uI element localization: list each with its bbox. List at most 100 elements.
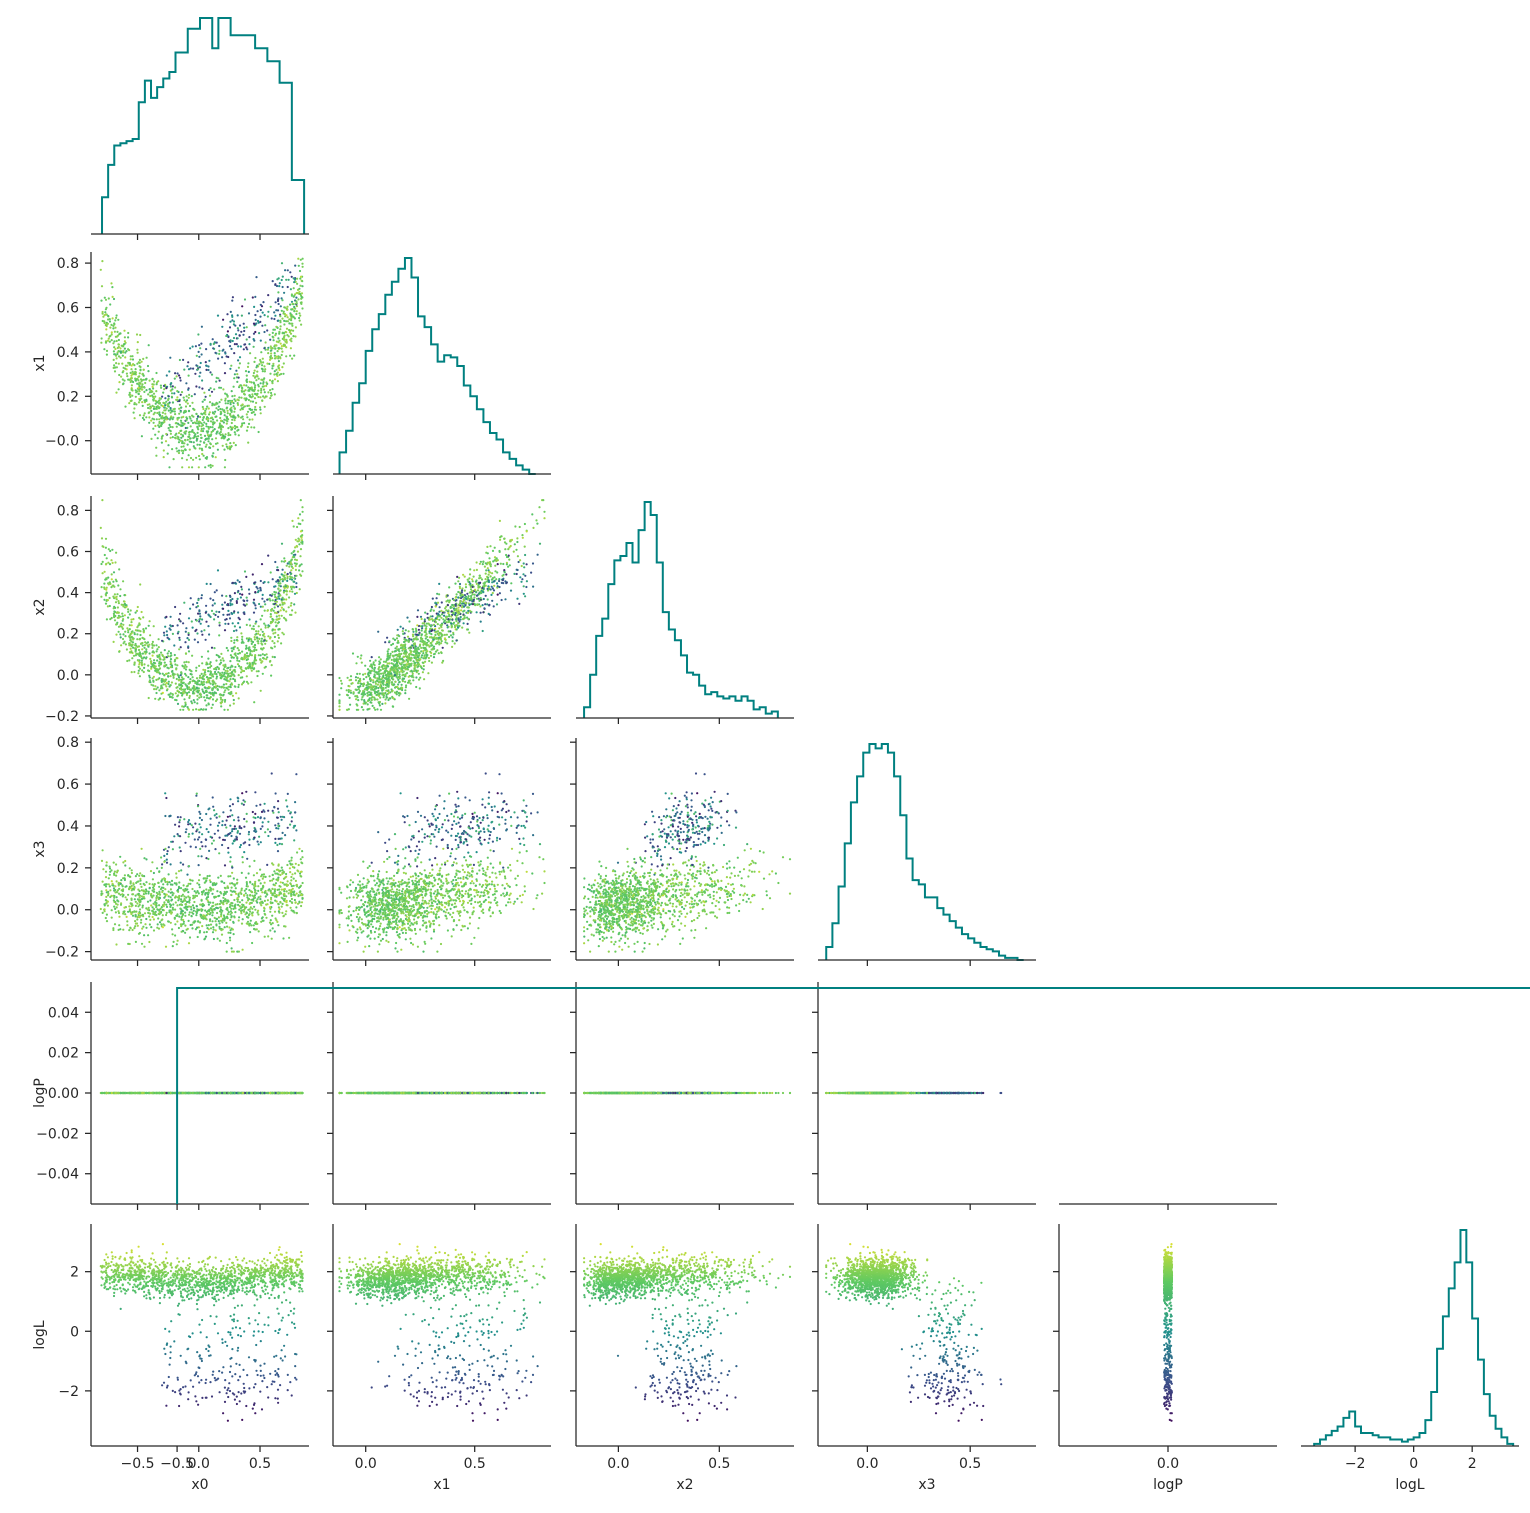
scatter-point [480, 597, 482, 599]
scatter-point [155, 455, 157, 457]
scatter-point [510, 582, 512, 584]
scatter-point [114, 327, 116, 329]
scatter-point [298, 543, 300, 545]
scatter-point [229, 448, 231, 450]
scatter-point [465, 583, 467, 585]
scatter-point [209, 395, 211, 397]
scatter-point [260, 309, 262, 311]
scatter-point [252, 411, 254, 413]
scatter-point [105, 299, 107, 301]
scatter-point [183, 442, 185, 444]
scatter-point [156, 418, 158, 420]
scatter-point [377, 673, 379, 675]
scatter-point [163, 674, 165, 676]
scatter-point [130, 637, 132, 639]
scatter-point [142, 358, 144, 360]
scatter-point [354, 695, 356, 697]
scatter-point [293, 603, 295, 605]
scatter-point [248, 618, 250, 620]
scatter-point [290, 559, 292, 561]
scatter-point [188, 368, 190, 370]
scatter-point [266, 329, 268, 331]
scatter-point [369, 683, 371, 685]
scatter-point [254, 331, 256, 333]
scatter-point [185, 405, 187, 407]
scatter-point [347, 694, 349, 696]
scatter-point [237, 337, 239, 339]
scatter-point [113, 367, 115, 369]
scatter-point [120, 644, 122, 646]
scatter-point [287, 286, 289, 288]
scatter-point [281, 354, 283, 356]
scatter-point [291, 276, 293, 278]
scatter-point [349, 697, 351, 699]
scatter-point [128, 659, 130, 661]
scatter-point [166, 407, 168, 409]
scatter-point [251, 409, 253, 411]
scatter-point [177, 631, 179, 633]
scatter-point [219, 624, 221, 626]
scatter-point [247, 442, 249, 444]
scatter-point [113, 616, 115, 618]
scatter-point [177, 690, 179, 692]
scatter-point [439, 624, 441, 626]
panel-x0-x0 [91, 18, 309, 240]
scatter-point [216, 419, 218, 421]
scatter-point [271, 938, 273, 940]
scatter-point [116, 366, 118, 368]
scatter-point [189, 695, 191, 697]
scatter-point [281, 543, 283, 545]
scatter-point [445, 609, 447, 611]
scatter-point [395, 667, 397, 669]
scatter-point [111, 578, 113, 580]
scatter-point [295, 297, 297, 299]
scatter-point [367, 694, 369, 696]
scatter-point [112, 342, 114, 344]
scatter-point [295, 326, 297, 328]
scatter-point [205, 605, 207, 607]
scatter-point [101, 260, 103, 262]
scatter-point [241, 640, 243, 642]
scatter-point [387, 653, 389, 655]
scatter-point [141, 611, 143, 613]
scatter-point [165, 387, 167, 389]
scatter-point [243, 681, 245, 683]
scatter-point [224, 623, 226, 625]
scatter-point [364, 673, 366, 675]
scatter-point [260, 391, 262, 393]
scatter-point [114, 619, 116, 621]
scatter-point [257, 642, 259, 644]
scatter-point [284, 315, 286, 317]
scatter-point [137, 376, 139, 378]
scatter-point [252, 296, 254, 298]
scatter-point [348, 691, 350, 693]
scatter-point [275, 604, 277, 606]
scatter-point [206, 694, 208, 696]
scatter-point [239, 356, 241, 358]
scatter-point [384, 641, 386, 643]
scatter-point [181, 676, 183, 678]
scatter-point [237, 590, 239, 592]
scatter-point [226, 407, 228, 409]
scatter-point [398, 681, 400, 683]
scatter-point [365, 676, 367, 678]
scatter-point [136, 349, 138, 351]
scatter-point [222, 608, 224, 610]
scatter-point [522, 537, 524, 539]
scatter-point [136, 333, 138, 335]
scatter-point [259, 634, 261, 636]
scatter-point [178, 691, 180, 693]
scatter-point [239, 652, 241, 654]
scatter-point [363, 700, 365, 702]
scatter-point [143, 369, 145, 371]
scatter-point [233, 411, 235, 413]
scatter-point [415, 670, 417, 672]
scatter-point [163, 634, 165, 636]
scatter-point [496, 571, 498, 573]
scatter-point [168, 650, 170, 652]
scatter-point [444, 634, 446, 636]
scatter-point [361, 706, 363, 708]
scatter-point [169, 357, 171, 359]
scatter-point [403, 638, 405, 640]
scatter-point [256, 365, 258, 367]
